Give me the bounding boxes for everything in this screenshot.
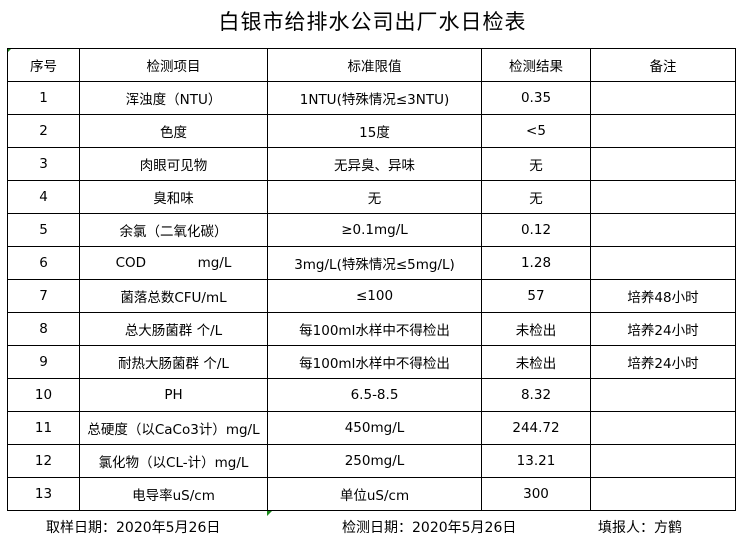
test-result: 300 xyxy=(481,477,591,511)
row-number: 3 xyxy=(7,147,80,181)
standard-limit: 6.5-8.5 xyxy=(267,378,482,412)
remark: 培养24小时 xyxy=(590,312,736,346)
row-number: 4 xyxy=(7,180,80,214)
row-number: 9 xyxy=(7,345,80,379)
test-result: 未检出 xyxy=(481,312,591,346)
test-item: 总大肠菌群 个/L xyxy=(79,312,268,346)
remark xyxy=(590,378,736,412)
test-item: 肉眼可见物 xyxy=(79,147,268,181)
test-date: 检测日期：2020年5月26日 xyxy=(342,520,517,536)
test-item: 电导率uS/cm xyxy=(79,477,268,511)
test-item: 耐热大肠菌群 个/L xyxy=(79,345,268,379)
row-number: 10 xyxy=(7,378,80,412)
row-number: 1 xyxy=(7,81,80,115)
standard-limit: 每100ml水样中不得检出 xyxy=(267,345,482,379)
test-result: 1.28 xyxy=(481,246,591,280)
row-number: 12 xyxy=(7,444,80,478)
remark xyxy=(590,180,736,214)
standard-limit: 每100ml水样中不得检出 xyxy=(267,312,482,346)
page-title: 白银市给排水公司出厂水日检表 xyxy=(218,10,527,34)
test-result: 57 xyxy=(481,279,591,313)
row-number: 13 xyxy=(7,477,80,511)
inspection-table: 序号 检测项目 标准限值 检测结果 备注 1 浑浊度（NTU） 1NTU(特殊情况≤… xyxy=(7,48,736,511)
standard-limit: 3mg/L(特殊情况≤5mg/L) xyxy=(267,246,482,280)
cell-marker xyxy=(267,511,272,516)
test-result: 无 xyxy=(481,180,591,214)
test-item: 余氯（二氧化碳） xyxy=(79,213,268,247)
standard-limit: 单位uS/cm xyxy=(267,477,482,511)
header-cell: 序号 xyxy=(7,48,80,82)
row-number: 5 xyxy=(7,213,80,247)
standard-limit: ≤100 xyxy=(267,279,482,313)
table-row: 3 肉眼可见物 无异臭、异味无 xyxy=(7,147,736,181)
test-item: 总硬度（以CaCo3计）mg/L xyxy=(79,411,268,445)
test-item: 浑浊度（NTU） xyxy=(79,81,268,115)
sample-date: 取样日期：2020年5月26日 xyxy=(46,520,221,536)
table-row: 4 臭和味无无 xyxy=(7,180,736,214)
test-result: 0.35 xyxy=(481,81,591,115)
header-cell: 标准限值 xyxy=(267,48,482,82)
header-cell: 备注 xyxy=(590,48,736,82)
test-result: 0.12 xyxy=(481,213,591,247)
table-row: 1 浑浊度（NTU） 1NTU(特殊情况≤3NTU) 0.35 xyxy=(7,81,736,115)
table-row: 11 总硬度（以CaCo3计）mg/L 450mg/L 244.72 xyxy=(7,411,736,445)
row-number: 6 xyxy=(7,246,80,280)
header-cell: 检测项目 xyxy=(79,48,268,82)
remark xyxy=(590,213,736,247)
test-result: 13.21 xyxy=(481,444,591,478)
remark: 培养24小时 xyxy=(590,345,736,379)
standard-limit: 250mg/L xyxy=(267,444,482,478)
test-item: PH xyxy=(79,378,268,412)
row-number: 8 xyxy=(7,312,80,346)
remark: 培养48小时 xyxy=(590,279,736,313)
header-row: 序号 检测项目 标准限值 检测结果 备注 xyxy=(7,48,736,82)
table-row: 12 氯化物（以CL-计）mg/L 250mg/L 13.21 xyxy=(7,444,736,478)
test-item: 菌落总数CFU/mL xyxy=(79,279,268,313)
test-result: 8.32 xyxy=(481,378,591,412)
remark xyxy=(590,246,736,280)
standard-limit: 无 xyxy=(267,180,482,214)
row-number: 11 xyxy=(7,411,80,445)
reporter: 填报人：方鹤 xyxy=(598,520,682,536)
remark xyxy=(590,147,736,181)
row-number: 7 xyxy=(7,279,80,313)
test-item: 色度 xyxy=(79,114,268,148)
table-row: 9 耐热大肠菌群 个/L 每100ml水样中不得检出 未检出 培养24小时 xyxy=(7,345,736,379)
remark xyxy=(590,477,736,511)
test-item: 氯化物（以CL-计）mg/L xyxy=(79,444,268,478)
table-row: 2 色度 15度 <5 xyxy=(7,114,736,148)
table-row: 6 COD mg/L 3mg/L(特殊情况≤5mg/L) 1.28 xyxy=(7,246,736,280)
table-row: 10 PH 6.5-8.5 8.32 xyxy=(7,378,736,412)
test-result: 无 xyxy=(481,147,591,181)
test-item: 臭和味 xyxy=(79,180,268,214)
standard-limit: 450mg/L xyxy=(267,411,482,445)
standard-limit: 无异臭、异味 xyxy=(267,147,482,181)
table-row: 8 总大肠菌群 个/L 每100ml水样中不得检出 未检出 培养24小时 xyxy=(7,312,736,346)
row-number: 2 xyxy=(7,114,80,148)
standard-limit: ≥0.1mg/L xyxy=(267,213,482,247)
header-cell: 检测结果 xyxy=(481,48,591,82)
test-item: COD mg/L xyxy=(79,246,268,280)
test-result: <5 xyxy=(481,114,591,148)
table-row: 7 菌落总数CFU/mL ≤100 57 培养48小时 xyxy=(7,279,736,313)
test-result: 244.72 xyxy=(481,411,591,445)
test-result: 未检出 xyxy=(481,345,591,379)
table-row: 5 余氯（二氧化碳） ≥0.1mg/L 0.12 xyxy=(7,213,736,247)
remark xyxy=(590,411,736,445)
remark xyxy=(590,444,736,478)
table-row: 13 电导率uS/cm 单位uS/cm 300 xyxy=(7,477,736,511)
standard-limit: 15度 xyxy=(267,114,482,148)
standard-limit: 1NTU(特殊情况≤3NTU) xyxy=(267,81,482,115)
remark xyxy=(590,114,736,148)
remark xyxy=(590,81,736,115)
